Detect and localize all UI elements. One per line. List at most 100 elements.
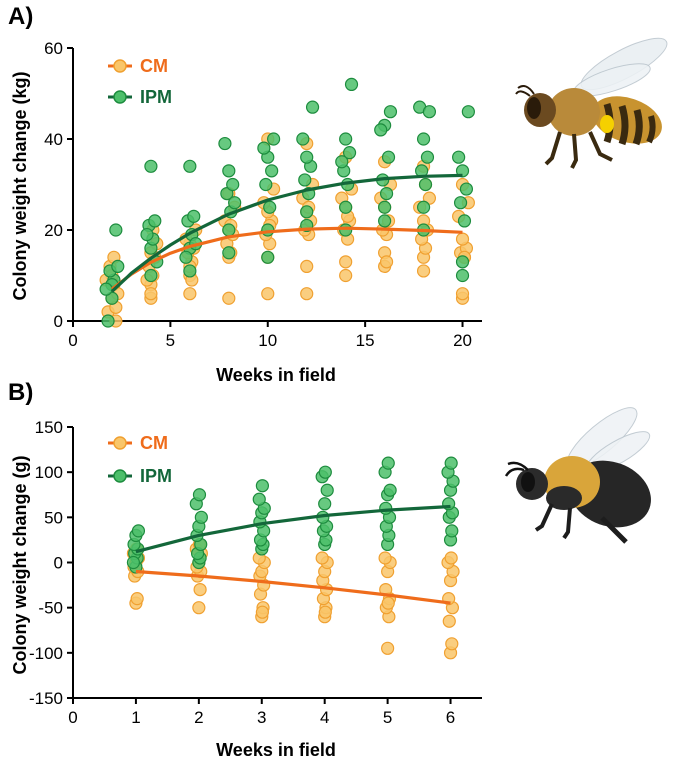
panel-a-ipm-point	[109, 223, 123, 237]
panel-b-ipm-point	[252, 492, 266, 506]
bumble-bee-icon	[504, 407, 651, 544]
panel-a-ipm-point	[453, 196, 468, 210]
panel-a-ipm-fit-line	[110, 173, 463, 293]
panel-a-label: A)	[8, 3, 33, 30]
legend-cm-marker	[113, 436, 127, 450]
panel-a-ipm-point	[420, 150, 435, 164]
panel-a-ipm-point	[305, 100, 320, 114]
panel-a-cm-fit-line	[111, 226, 463, 291]
panel-a-ipm-point	[339, 132, 353, 146]
panel-a-ipm-point	[267, 132, 281, 146]
panel-a-ipm-point	[300, 150, 314, 164]
panel-b-cm-point	[381, 596, 395, 610]
panel-b-ipm-point	[379, 501, 393, 515]
legend-ipm-label: IPM	[140, 87, 172, 107]
panel-a-cm-point	[416, 264, 431, 278]
panel-a-ipm-point	[148, 214, 162, 228]
panel-a-ipm-point	[99, 282, 113, 296]
panel-a-x-tick-label: 20	[453, 331, 472, 350]
panel-a-ipm-point	[263, 200, 277, 214]
panel-b-x-axis-title: Weeks in field	[216, 740, 336, 760]
panel-a-ipm-point	[179, 250, 193, 264]
panel-b-x-tick-label: 6	[446, 708, 455, 727]
panel-a-ipm-point	[222, 246, 236, 260]
legend-cm-label: CM	[140, 433, 168, 453]
panel-a-x-tick-label: 0	[68, 331, 77, 350]
panel-a-ipm-point	[300, 205, 314, 219]
legend-ipm-marker	[113, 469, 127, 483]
panel-a-ipm-point	[296, 132, 310, 146]
panel-b-y-tick-label: 50	[44, 508, 63, 527]
panel-a-ipm-point	[455, 268, 470, 283]
panel-a-ipm-point	[416, 200, 431, 214]
panel-a-ipm-point	[105, 291, 119, 305]
panel-a-plot-area: 0 20 40 60 0 5 10 15 20	[44, 39, 482, 350]
panel-a-ipm-point	[379, 187, 394, 201]
panel-a: A) Colony weight change (kg) Weeks in fi…	[8, 3, 668, 385]
panel-a-ipm-point	[261, 250, 275, 264]
panel-a-ipm-point	[339, 200, 353, 214]
panel-a-y-tick-label: 0	[54, 312, 63, 331]
panel-a-x-tick-label: 10	[258, 331, 277, 350]
panel-b-y-tick-label: -100	[29, 644, 63, 663]
legend-cm-label: CM	[140, 56, 168, 76]
panel-a-y-tick-label: 20	[44, 221, 63, 240]
panel-b-cm-point	[255, 605, 269, 619]
panel-a-ipm-point	[381, 150, 396, 164]
panel-a-ipm-point	[455, 255, 470, 269]
panel-b-cm-fit-line	[135, 569, 451, 605]
panel-b-label: B)	[8, 379, 33, 406]
panel-b-ipm-point	[444, 456, 458, 470]
panel-a-ipm-point	[222, 223, 236, 237]
panel-b-x-tick-label: 0	[68, 708, 77, 727]
panel-b-y-tick-label: 150	[35, 418, 63, 437]
panel-b-y-axis-title: Colony weight change (g)	[10, 455, 30, 674]
panel-a-x-tick-label: 15	[356, 331, 375, 350]
panel-b-ipm-point	[255, 479, 269, 493]
panel-b-y-tick-label: 100	[35, 463, 63, 482]
panel-b-x-tick-label: 5	[383, 708, 392, 727]
panel-b-x-tick-label: 4	[320, 708, 329, 727]
panel-a-cm-point	[339, 268, 353, 283]
panel-a-ipm-point	[257, 141, 271, 155]
panel-a-cm-point	[455, 232, 470, 246]
panel-a-cm-point	[144, 287, 158, 301]
legend-ipm-marker	[113, 90, 127, 104]
panel-b-ipm-point	[126, 555, 141, 570]
panel-a-y-tick-label: 40	[44, 130, 63, 149]
panel-b: B) Colony weight change (g) Weeks in fie…	[8, 379, 651, 760]
panel-b-cm-point	[130, 592, 144, 606]
panel-a-cm-point	[339, 255, 353, 269]
panel-a-ipm-point	[461, 105, 475, 119]
panel-a-ipm-point	[459, 182, 474, 196]
panel-b-ipm-point	[445, 524, 459, 538]
panel-b-y-tick-label: 0	[54, 554, 63, 573]
panel-a-cm-point	[261, 287, 275, 301]
panel-a-legend: CM IPM	[108, 56, 172, 107]
panel-a-ipm-point	[416, 132, 431, 146]
panel-a-ipm-point	[228, 196, 242, 210]
panel-a-ipm-point	[418, 177, 433, 192]
panel-b-cm-point	[442, 614, 456, 628]
panel-b-cm-point	[318, 605, 332, 619]
panel-a-ipm-point	[335, 155, 349, 169]
panel-a-ipm-point	[378, 200, 392, 214]
panel-b-cm-point	[193, 582, 207, 597]
panel-a-x-tick-label: 5	[166, 331, 175, 350]
panel-a-ipm-point	[218, 136, 232, 151]
panel-b-ipm-point	[320, 483, 334, 497]
panel-a-ipm-point	[222, 164, 236, 178]
panel-a-ipm-point	[383, 105, 398, 119]
panel-a-ipm-point	[378, 214, 392, 228]
panel-a-cm-point	[300, 287, 314, 301]
legend-ipm-label: IPM	[140, 466, 172, 486]
panel-a-ipm-point	[111, 259, 125, 273]
panel-a-ipm-point	[144, 268, 158, 283]
panel-b-cm-point	[381, 641, 395, 655]
panel-a-ipm-point	[452, 150, 466, 164]
panel-b-ipm-point	[381, 456, 395, 470]
panel-b-ipm-point	[131, 524, 146, 538]
panel-b-ipm-point	[192, 488, 207, 502]
panel-a-ipm-point	[422, 105, 437, 119]
